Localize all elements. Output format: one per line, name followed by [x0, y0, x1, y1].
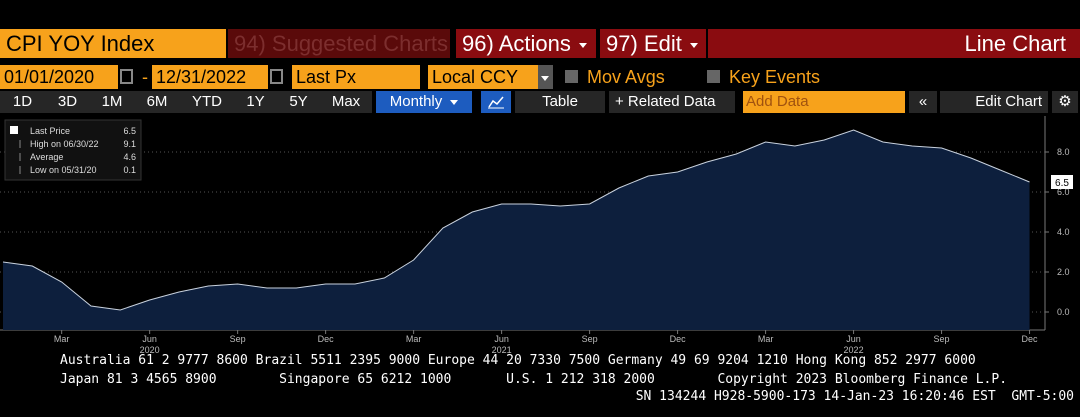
legend-value: 6.5 — [123, 126, 136, 136]
range-button[interactable]: YTD — [180, 91, 234, 113]
chart-icon — [488, 96, 504, 109]
x-tick-label: Dec — [670, 334, 687, 344]
range-button[interactable]: 6M — [134, 91, 180, 113]
legend-label: High on 06/30/22 — [30, 139, 99, 149]
legend-value: 9.1 — [123, 139, 136, 149]
x-tick-label: Jun — [142, 334, 157, 344]
field-select[interactable]: Last Px — [292, 65, 420, 89]
frequency-label: Monthly — [389, 93, 443, 110]
x-tick-label: Sep — [230, 334, 246, 344]
footer-line: Australia 61 2 9777 8600 Brazil 5511 239… — [60, 353, 976, 368]
year-label: 2021 — [492, 345, 512, 354]
footer-line: SN 134244 H928-5900-173 14-Jan-23 16:20:… — [635, 389, 1074, 404]
x-tick-label: Sep — [934, 334, 950, 344]
y-tick-label: 2.0 — [1057, 267, 1070, 277]
range-button[interactable]: 1Y — [234, 91, 277, 113]
collapse-button[interactable]: « — [909, 91, 937, 113]
year-label: 2020 — [140, 345, 160, 354]
x-tick-label: Mar — [406, 334, 422, 344]
legend-box — [4, 119, 142, 181]
table-button[interactable]: Table — [515, 91, 605, 113]
range-button[interactable]: 1D — [0, 91, 45, 113]
actions-label: 96) Actions — [462, 31, 571, 56]
footer-line: Japan 81 3 4565 8900 Singapore 65 6212 1… — [60, 372, 1008, 387]
x-tick-label: Jun — [494, 334, 509, 344]
checkbox[interactable] — [707, 70, 720, 83]
calendar-icon[interactable] — [120, 69, 133, 84]
mov-avgs[interactable]: Mov Avgs — [587, 67, 665, 87]
edit-label: 97) Edit — [606, 31, 682, 56]
legend: Last Price 6.5 High on 06/30/22 9.1 Average 4… — [4, 119, 142, 181]
legend-value: 4.6 — [123, 152, 136, 162]
x-tick-label: Dec — [318, 334, 335, 344]
ticker[interactable]: CPI YOY Index — [0, 29, 226, 58]
legend-value: 0.1 — [123, 165, 136, 175]
legend-label: Last Price — [30, 126, 70, 136]
legend-label: Low on 05/31/20 — [30, 165, 97, 175]
edit-menu[interactable]: 97) Edit — [600, 29, 706, 58]
legend-swatch — [10, 126, 18, 134]
y-tick-label: 8.0 — [1057, 147, 1070, 157]
line — [2, 129, 1030, 311]
last-price-label: 6.5 — [1055, 178, 1069, 189]
year-label: 2022 — [844, 345, 864, 354]
x-tick-label: Mar — [758, 334, 774, 344]
y-tick-label: 0.0 — [1057, 307, 1070, 317]
date-separator: - — [142, 67, 148, 87]
x-tick-label: Sep — [582, 334, 598, 344]
legend-label: Average — [30, 152, 63, 162]
add-data-input[interactable]: Add Data — [743, 91, 905, 113]
start-date[interactable]: 01/01/2020 — [0, 65, 118, 89]
range-button[interactable]: Max — [320, 91, 372, 113]
range-button[interactable]: 1M — [90, 91, 134, 113]
suggested-charts[interactable]: 94) Suggested Charts — [228, 29, 450, 58]
y-tick-label: 4.0 — [1057, 227, 1070, 237]
frequency-select[interactable]: Monthly — [376, 91, 472, 113]
x-tick-label: Jun — [846, 334, 861, 344]
currency-dropdown[interactable] — [538, 65, 553, 89]
last-price-tag — [1051, 175, 1073, 189]
chart-type-button[interactable] — [481, 91, 511, 113]
related-data-button[interactable]: + Related Data — [609, 91, 735, 113]
settings-button[interactable]: ⚙ — [1052, 91, 1078, 113]
view-title: Line Chart — [708, 29, 1080, 58]
y-tick-label: 6.0 — [1057, 187, 1070, 197]
edit-chart-button[interactable]: Edit Chart — [940, 91, 1048, 113]
checkbox[interactable] — [565, 70, 578, 83]
x-tick-label: Dec — [1022, 334, 1039, 344]
end-date[interactable]: 12/31/2022 — [152, 65, 268, 89]
range-button[interactable]: 5Y — [277, 91, 320, 113]
currency-select[interactable]: Local CCY — [428, 65, 538, 89]
area — [3, 130, 1030, 330]
actions-menu[interactable]: 96) Actions — [456, 29, 596, 58]
key-events[interactable]: Key Events — [729, 67, 821, 87]
calendar-icon[interactable] — [270, 69, 283, 84]
x-tick-label: Mar — [54, 334, 70, 344]
range-button[interactable]: 3D — [45, 91, 90, 113]
